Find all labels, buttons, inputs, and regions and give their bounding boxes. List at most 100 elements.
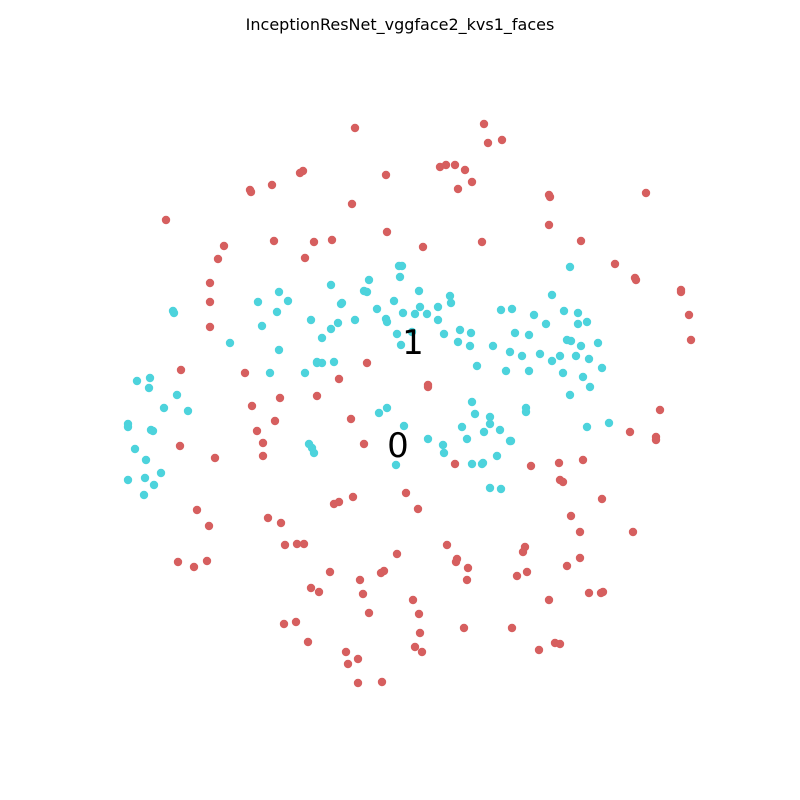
- data-point: [326, 280, 336, 290]
- data-point: [389, 296, 399, 306]
- data-point: [240, 368, 250, 378]
- data-point: [149, 480, 159, 490]
- data-point: [159, 403, 169, 413]
- data-point: [169, 308, 179, 318]
- data-point: [275, 393, 285, 403]
- data-point: [346, 414, 356, 424]
- data-point: [347, 199, 357, 209]
- data-point: [450, 459, 460, 469]
- data-point: [492, 451, 502, 461]
- data-point: [132, 376, 142, 386]
- data-point: [327, 235, 337, 245]
- data-point: [377, 677, 387, 687]
- data-point: [414, 286, 424, 296]
- data-point: [584, 588, 594, 598]
- data-point: [628, 527, 638, 537]
- data-point: [161, 215, 171, 225]
- data-point: [423, 382, 433, 392]
- cluster-label: 0: [387, 426, 409, 466]
- points-layer: [123, 119, 696, 688]
- data-point: [485, 483, 495, 493]
- data-point: [559, 306, 569, 316]
- data-point: [610, 259, 620, 269]
- data-point: [562, 561, 572, 571]
- data-point: [225, 338, 235, 348]
- data-point: [189, 562, 199, 572]
- data-point: [355, 575, 365, 585]
- data-point: [450, 160, 460, 170]
- data-point: [585, 382, 595, 392]
- data-point: [651, 435, 661, 445]
- data-point: [253, 297, 263, 307]
- data-point: [467, 459, 477, 469]
- data-point: [576, 341, 586, 351]
- data-point: [576, 236, 586, 246]
- data-point: [483, 138, 493, 148]
- data-point: [497, 135, 507, 145]
- data-point: [283, 296, 293, 306]
- data-point: [348, 492, 358, 502]
- data-point: [145, 373, 155, 383]
- data-point: [488, 341, 498, 351]
- data-point: [439, 329, 449, 339]
- data-point: [141, 455, 151, 465]
- data-point: [565, 262, 575, 272]
- data-point: [438, 440, 448, 450]
- data-point: [597, 494, 607, 504]
- data-point: [309, 448, 319, 458]
- data-point: [372, 304, 382, 314]
- data-point: [477, 459, 487, 469]
- data-point: [353, 678, 363, 688]
- data-point: [350, 123, 360, 133]
- data-point: [329, 357, 339, 367]
- data-point: [263, 513, 273, 523]
- data-point: [413, 504, 423, 514]
- data-point: [414, 609, 424, 619]
- data-point: [433, 315, 443, 325]
- data-point: [462, 575, 472, 585]
- data-point: [246, 187, 256, 197]
- data-point: [566, 511, 576, 521]
- data-point: [529, 310, 539, 320]
- data-point: [582, 422, 592, 432]
- data-point: [399, 421, 409, 431]
- data-point: [686, 335, 696, 345]
- data-point: [510, 328, 520, 338]
- data-point: [423, 434, 433, 444]
- data-point: [417, 647, 427, 657]
- data-point: [625, 427, 635, 437]
- data-point: [522, 567, 532, 577]
- data-point: [292, 539, 302, 549]
- data-point: [526, 461, 536, 471]
- data-point: [407, 327, 417, 337]
- data-point: [507, 623, 517, 633]
- data-point: [299, 539, 309, 549]
- data-point: [334, 374, 344, 384]
- data-point: [544, 595, 554, 605]
- data-point: [247, 401, 257, 411]
- data-point: [148, 426, 158, 436]
- data-point: [303, 637, 313, 647]
- data-point: [517, 351, 527, 361]
- data-point: [534, 645, 544, 655]
- data-point: [433, 302, 443, 312]
- data-point: [325, 567, 335, 577]
- data-point: [584, 354, 594, 364]
- data-point: [442, 540, 452, 550]
- data-point: [312, 391, 322, 401]
- data-point: [496, 484, 506, 494]
- data-point: [604, 418, 614, 428]
- data-point: [382, 227, 392, 237]
- data-point: [175, 441, 185, 451]
- chart-title: InceptionResNet_vggface2_kvs1_faces: [246, 15, 555, 35]
- data-point: [252, 426, 262, 436]
- data-point: [555, 639, 565, 649]
- data-point: [280, 540, 290, 550]
- data-point: [544, 220, 554, 230]
- data-point: [398, 308, 408, 318]
- data-point: [173, 557, 183, 567]
- data-point: [381, 170, 391, 180]
- data-point: [512, 571, 522, 581]
- data-point: [462, 434, 472, 444]
